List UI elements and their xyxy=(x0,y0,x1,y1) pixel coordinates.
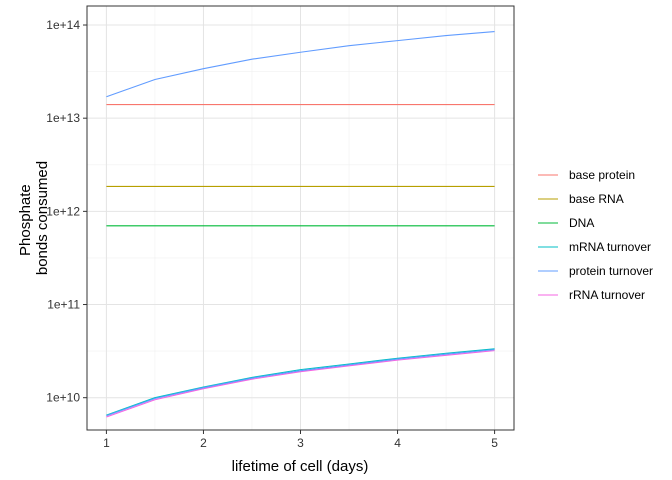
y-axis-title-line-1: Phosphate xyxy=(17,184,34,256)
legend-label: DNA xyxy=(569,216,594,230)
x-tick-label: 2 xyxy=(200,436,207,450)
x-tick-label: 3 xyxy=(297,436,304,450)
y-axis: 1e+10 1e+11 1e+12 1e+13 1e+14 xyxy=(46,18,87,405)
x-axis: 1 2 3 4 5 xyxy=(103,430,498,450)
series-lines xyxy=(106,31,495,418)
legend-label: base RNA xyxy=(569,192,624,206)
series-line-mRNA-turnover xyxy=(106,348,495,416)
x-tick-label: 4 xyxy=(394,436,401,450)
series-line-rRNA-turnover xyxy=(106,350,495,418)
y-axis-title-line-2: bonds consumed xyxy=(34,161,51,275)
series-line-protein-turnover-overlay xyxy=(106,349,495,417)
y-tick-label: 1e+13 xyxy=(46,111,80,125)
x-tick-label: 5 xyxy=(491,436,498,450)
legend: base protein base RNA DNA mRNA turnover prot… xyxy=(538,168,653,302)
grid xyxy=(87,6,514,430)
y-tick-label: 1e+10 xyxy=(46,391,80,405)
legend-label: protein turnover xyxy=(569,264,653,278)
legend-label: mRNA turnover xyxy=(569,240,651,254)
series-line-protein-turnover xyxy=(106,31,495,98)
x-axis-title: lifetime of cell (days) xyxy=(232,458,369,475)
y-tick-label: 1e+11 xyxy=(47,298,80,312)
y-axis-title: Phosphate bonds consumed xyxy=(17,161,51,275)
legend-label: rRNA turnover xyxy=(569,288,645,302)
legend-label: base protein xyxy=(569,168,635,182)
y-tick-label: 1e+14 xyxy=(46,18,80,32)
y-tick-label: 1e+12 xyxy=(46,204,80,218)
x-tick-label: 1 xyxy=(103,436,110,450)
